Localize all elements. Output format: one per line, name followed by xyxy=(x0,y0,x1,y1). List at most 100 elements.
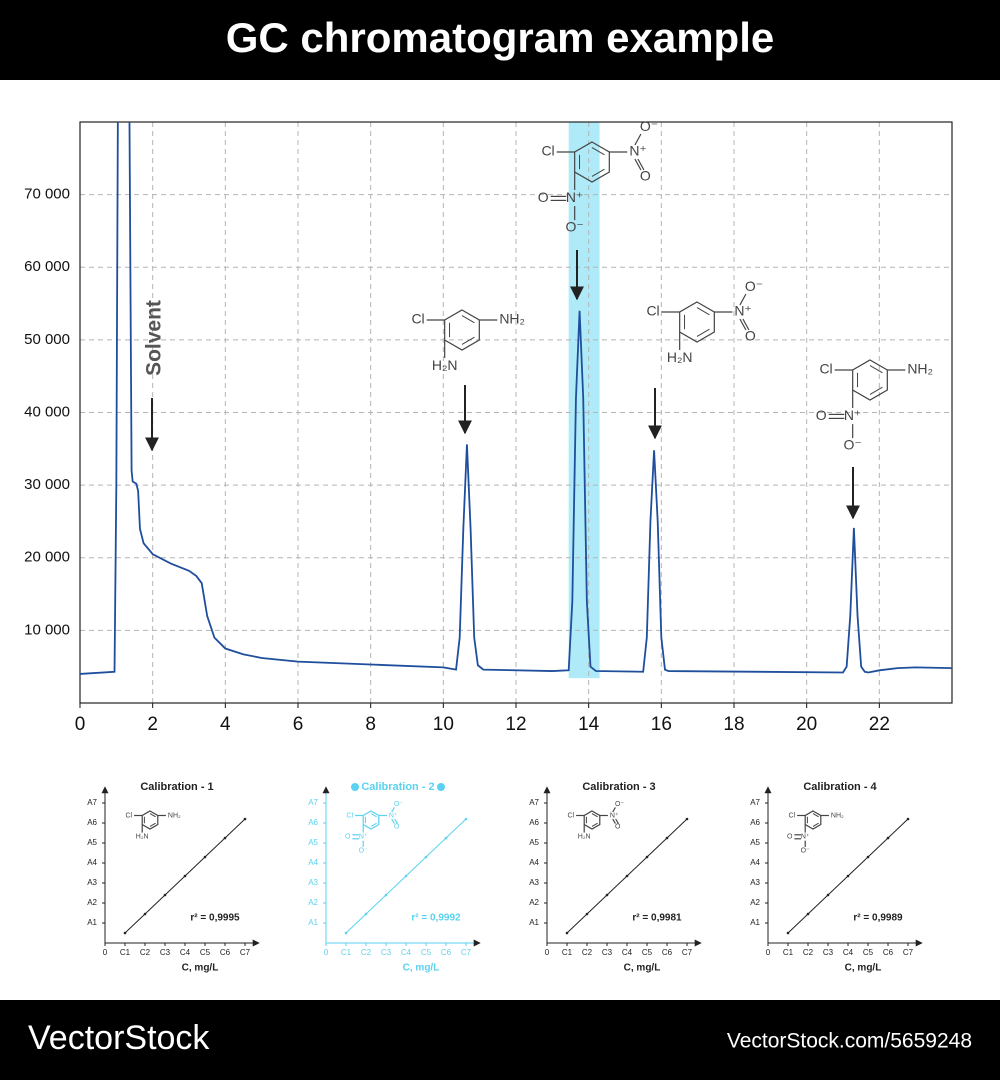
footer-brand: VectorStock xyxy=(28,1019,210,1057)
atom-label: O⁻ xyxy=(801,848,810,855)
x-tick-label: C2 xyxy=(582,948,593,957)
x-tick-label: 20 xyxy=(796,714,817,735)
y-tick-label: A4 xyxy=(87,858,97,867)
x-tick-label: 2 xyxy=(147,714,158,735)
bond xyxy=(391,807,395,813)
x-tick-label: 0 xyxy=(766,948,771,957)
plot-frame xyxy=(79,121,953,704)
x-tick-label: C5 xyxy=(642,948,653,957)
x-tick-label: C3 xyxy=(602,948,613,957)
x-tick-label: 0 xyxy=(103,948,108,957)
atom-label: Cl xyxy=(646,303,659,319)
calibration-point xyxy=(826,893,830,897)
y-tick-label: A4 xyxy=(308,858,318,867)
atom-label: Cl xyxy=(819,361,832,377)
calibration-point xyxy=(123,931,127,935)
atom-label: NH₂ xyxy=(907,361,933,377)
double-bond xyxy=(696,328,710,337)
atom-label: N⁺ xyxy=(844,407,862,423)
y-tick-label: A2 xyxy=(308,898,318,907)
atom-label: N⁺ xyxy=(629,143,647,159)
atom-label: O⁻ xyxy=(745,278,763,294)
y-tick-label: A6 xyxy=(750,818,760,827)
molecule: Cl N⁺ O⁻ O H₂N xyxy=(646,278,763,365)
atom-label: O⁻ xyxy=(566,219,584,235)
atom-label: O⁻ xyxy=(359,848,368,855)
y-tick-label: A7 xyxy=(87,798,97,807)
ring xyxy=(574,141,610,183)
y-tick-label: A3 xyxy=(87,878,97,887)
y-tick-label: A3 xyxy=(529,878,539,887)
x-tick-label: C7 xyxy=(682,948,693,957)
y-tick-label: 60 000 xyxy=(24,258,70,275)
ring xyxy=(141,810,159,830)
calibration-point xyxy=(464,817,468,821)
y-tick-label: A4 xyxy=(529,858,539,867)
y-tick-label: A6 xyxy=(529,818,539,827)
bond xyxy=(634,133,642,146)
bond xyxy=(634,158,642,171)
atom-label: O⁻ xyxy=(844,437,862,453)
atom-label: O xyxy=(345,834,351,841)
double-bond xyxy=(869,365,883,374)
x-axis-label: C, mg/L xyxy=(403,963,440,974)
calibration-point xyxy=(685,817,689,821)
calibration-point xyxy=(645,855,649,859)
y-tick-label: A6 xyxy=(87,818,97,827)
ring xyxy=(362,810,380,830)
double-bond xyxy=(149,813,156,818)
x-tick-label: C4 xyxy=(843,948,854,957)
atom-label: Cl xyxy=(567,812,574,819)
bond xyxy=(394,818,398,824)
y-tick-label: A7 xyxy=(529,798,539,807)
x-tick-label: 0 xyxy=(324,948,329,957)
panel-title: Calibration - 4 xyxy=(803,781,877,793)
atom-label: O⁻ xyxy=(615,801,624,808)
atom-label: Cl xyxy=(541,143,554,159)
x-tick-label: 0 xyxy=(75,714,86,735)
molecule: Cl NH₂ H₂N xyxy=(411,309,525,373)
y-tick-label: A5 xyxy=(308,838,318,847)
r-squared: r² = 0,9989 xyxy=(853,913,903,924)
y-tick-label: A2 xyxy=(529,898,539,907)
y-tick-label: A1 xyxy=(308,918,318,927)
calibration-point xyxy=(605,893,609,897)
ring xyxy=(444,309,480,351)
y-tick-label: A3 xyxy=(750,878,760,887)
atom-label: Cl xyxy=(346,812,353,819)
molecule: Cl N⁺ O⁻ O H₂N xyxy=(567,801,624,841)
x-tick-label: C4 xyxy=(401,948,412,957)
molecule: Cl NH₂ H₂N xyxy=(125,810,181,841)
calibration-point xyxy=(866,855,870,859)
calibration-point xyxy=(243,817,247,821)
ring xyxy=(804,810,822,830)
bond xyxy=(391,818,395,824)
bond xyxy=(612,807,616,813)
x-tick-label: C7 xyxy=(461,948,472,957)
y-tick-label: A2 xyxy=(750,898,760,907)
panel-title: Calibration - 2 xyxy=(361,781,434,793)
x-tick-label: C1 xyxy=(562,948,573,957)
x-tick-label: 12 xyxy=(505,714,526,735)
r-squared: r² = 0,9995 xyxy=(190,913,240,924)
x-tick-label: C6 xyxy=(662,948,673,957)
x-axis-label: C, mg/L xyxy=(845,963,882,974)
y-tick-label: A2 xyxy=(87,898,97,907)
atom-label: O xyxy=(745,328,756,344)
y-tick-label: A7 xyxy=(750,798,760,807)
calibration-point xyxy=(163,893,167,897)
atom-label: NH₂ xyxy=(499,311,525,327)
atom-label: O xyxy=(816,407,827,423)
calibration-point xyxy=(585,912,589,916)
atom-label: Cl xyxy=(125,812,132,819)
atom-label: Cl xyxy=(411,311,424,327)
atom-label: O xyxy=(615,824,621,831)
double-bond xyxy=(696,307,710,316)
calibration-point xyxy=(886,836,890,840)
x-tick-label: C2 xyxy=(361,948,372,957)
atom-label: O⁻ xyxy=(640,118,658,134)
atom-label: O xyxy=(640,168,651,184)
molecule: Cl N⁺ O⁻ O N⁺ O O⁻ xyxy=(538,118,658,235)
